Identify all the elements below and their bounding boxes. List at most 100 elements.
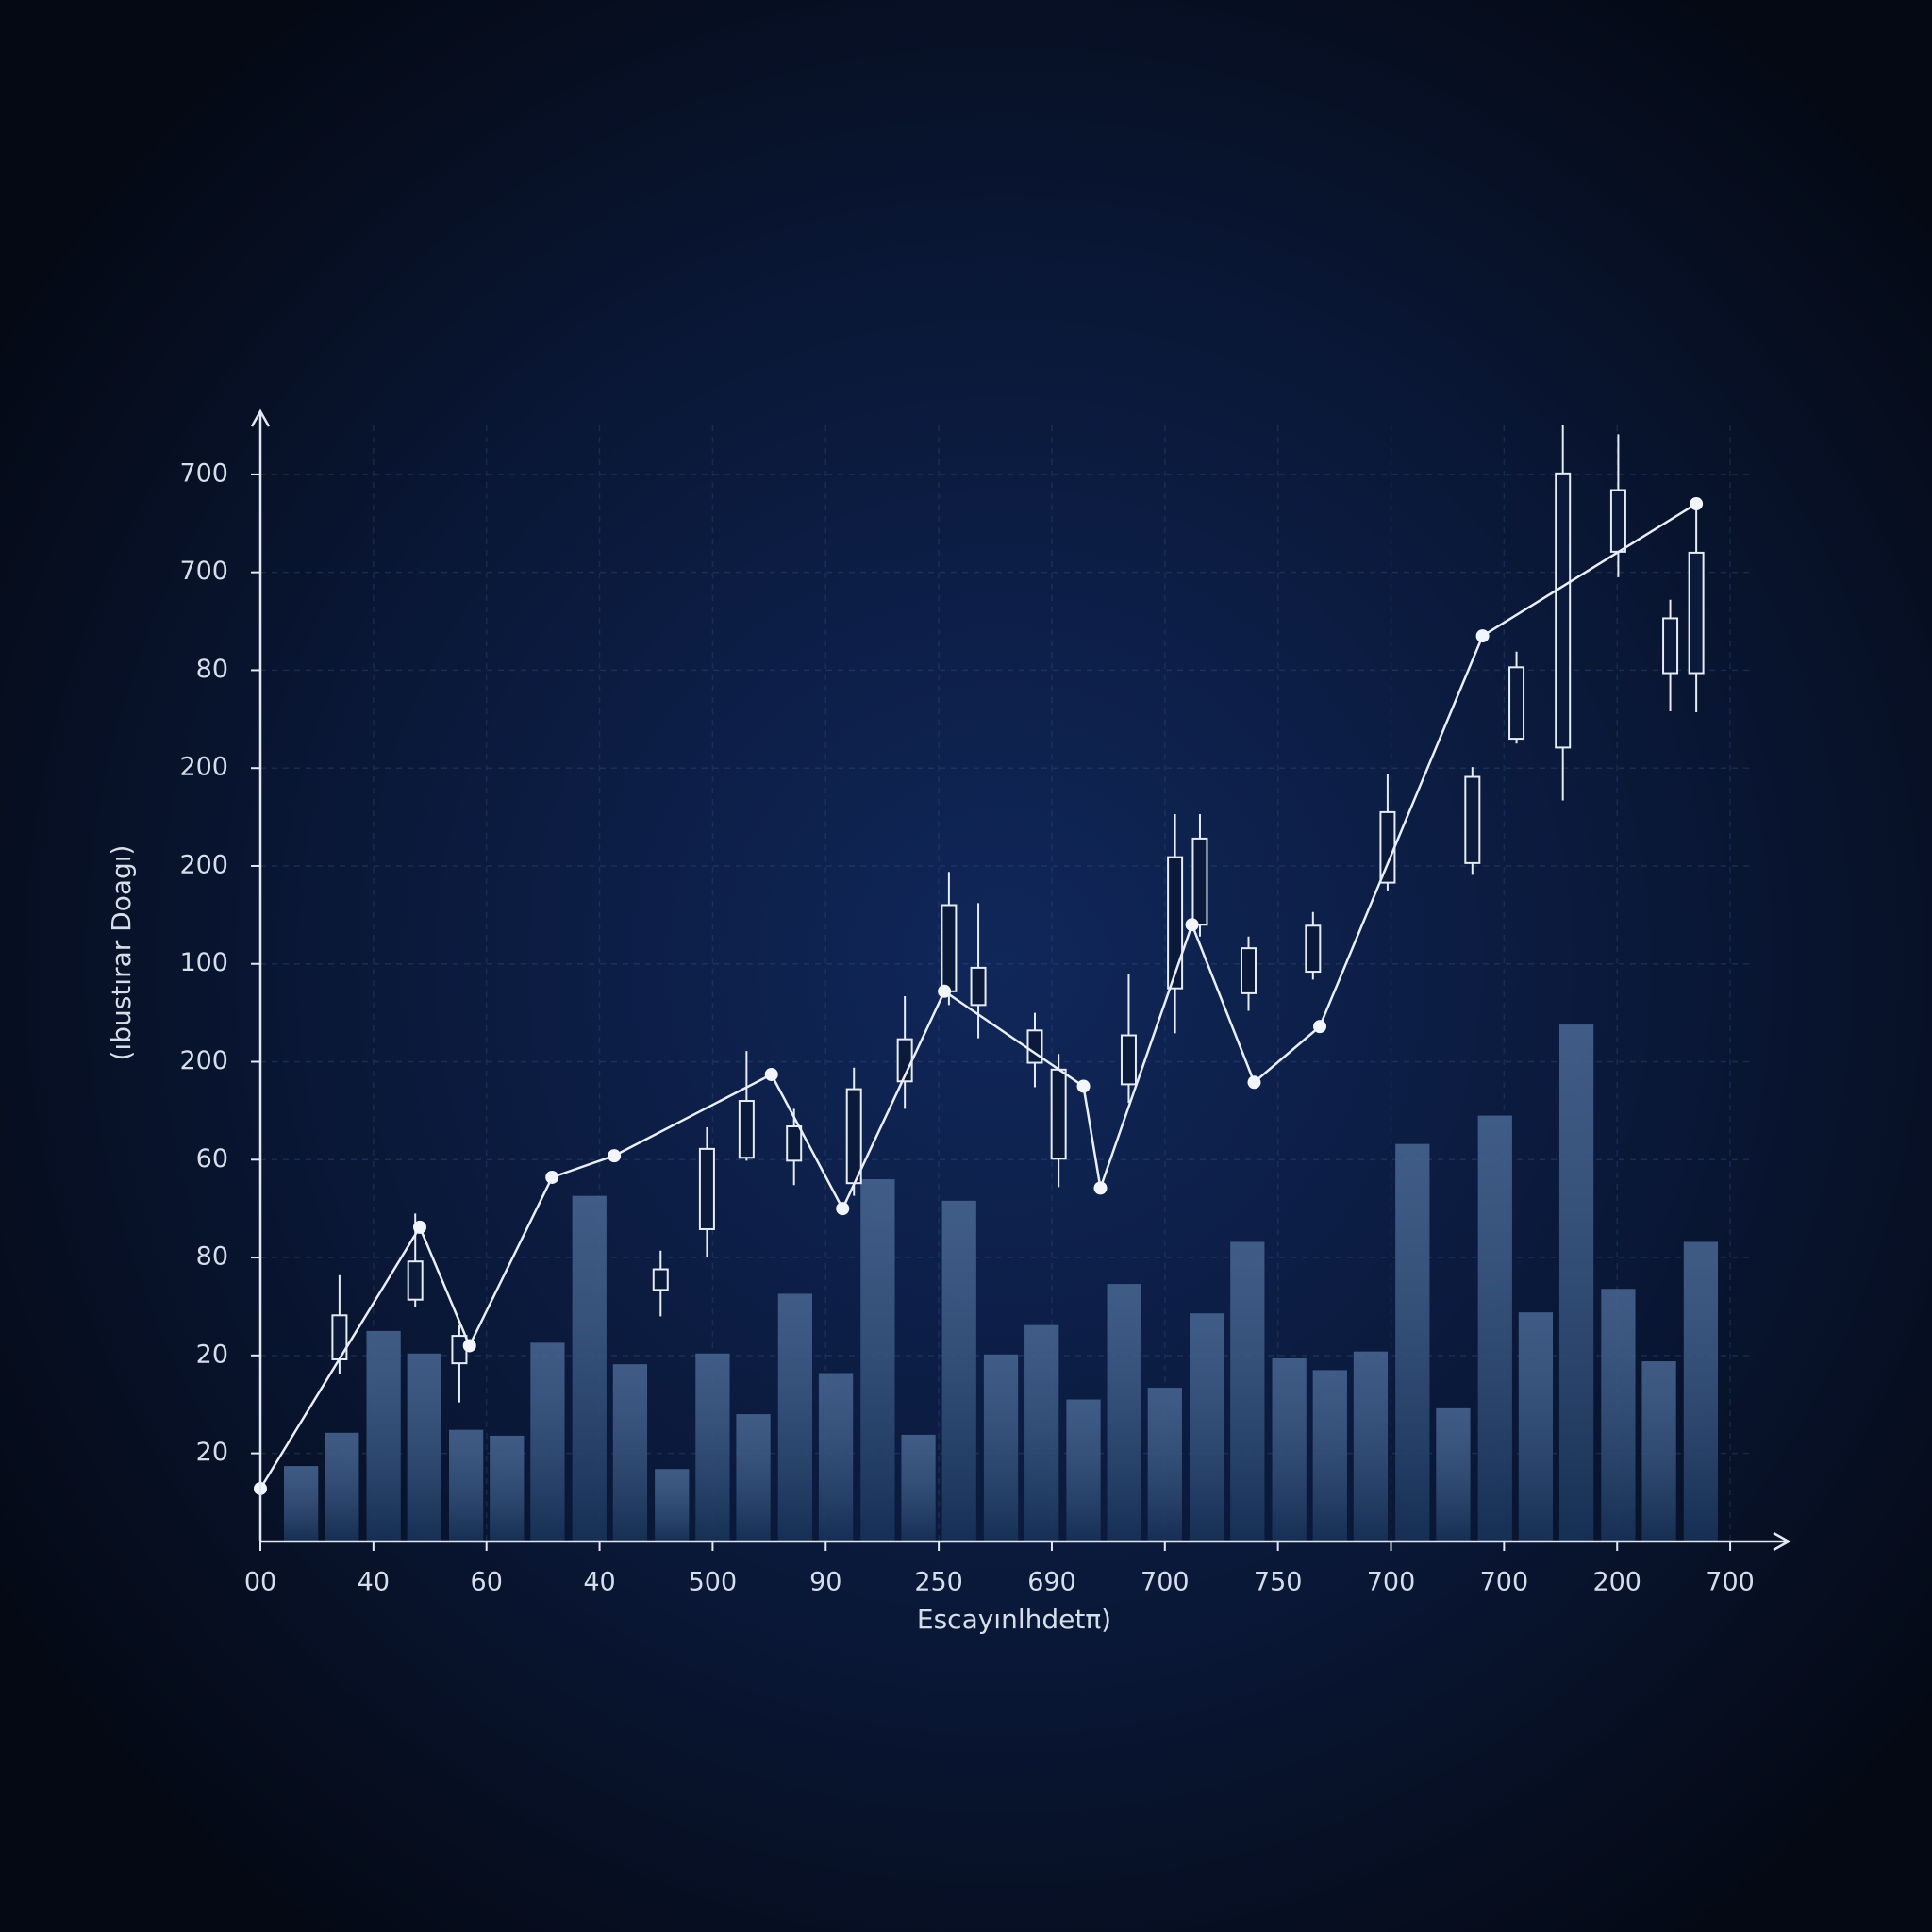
line-point	[608, 1149, 622, 1163]
bar-shade	[612, 1364, 648, 1541]
line-point	[1313, 1020, 1327, 1034]
line-point	[1076, 1079, 1091, 1093]
y-tick-label: 200	[179, 753, 228, 782]
x-axis-arrow	[1773, 1531, 1791, 1552]
line-point	[1475, 629, 1490, 643]
bar-group	[612, 1364, 648, 1541]
bar-group	[1024, 1324, 1059, 1541]
bar-shade	[490, 1435, 525, 1541]
bar-group	[407, 1353, 441, 1541]
candle-body	[1167, 856, 1184, 990]
candle-body	[1379, 810, 1396, 884]
bar-group	[818, 1373, 854, 1541]
bar-group	[941, 1200, 976, 1541]
bar-group	[1147, 1388, 1182, 1541]
bar-group	[655, 1469, 690, 1541]
bar-shade	[860, 1179, 895, 1541]
plot	[254, 425, 1719, 1541]
bar-shade	[1147, 1388, 1182, 1541]
bar-group	[777, 1293, 813, 1541]
bar-group	[1272, 1357, 1307, 1541]
y-tick-label: 700	[179, 557, 228, 586]
x-tick-label: 690	[1027, 1568, 1076, 1597]
y-tick-label: 60	[196, 1144, 228, 1174]
bar-group	[284, 1466, 319, 1541]
bar-shade	[449, 1429, 484, 1541]
x-tick-label: 40	[583, 1568, 615, 1597]
x-tick-label: 00	[244, 1568, 276, 1597]
bar-group	[1353, 1351, 1389, 1541]
x-tick-label: 750	[1254, 1568, 1303, 1597]
candle-body	[1464, 775, 1481, 864]
bar-group	[1641, 1361, 1676, 1541]
bar-shade	[1558, 1024, 1594, 1541]
bar-group	[1066, 1399, 1101, 1541]
axes: 20 20 80 60 200 100 200 200 80 700 700 00 40 60 40 500 9…	[179, 408, 1791, 1597]
candle-body	[1191, 837, 1208, 926]
bar-shade	[1190, 1313, 1224, 1541]
bar-shade	[407, 1353, 441, 1541]
candle-body	[1050, 1068, 1067, 1160]
bar-shade	[818, 1373, 854, 1541]
x-tick-label: 250	[914, 1568, 963, 1597]
bar-shade	[695, 1353, 730, 1541]
bar-group	[695, 1353, 730, 1541]
bar-shade	[983, 1354, 1019, 1541]
bar-group	[1683, 1241, 1719, 1541]
bar-group	[901, 1434, 936, 1541]
candle-body	[652, 1268, 669, 1291]
bar-group	[860, 1179, 895, 1541]
bar-group	[1395, 1143, 1430, 1541]
y-tick-label: 80	[196, 655, 228, 684]
bar-shade	[1683, 1241, 1719, 1541]
bar-group	[1107, 1284, 1141, 1541]
bar-shade	[736, 1414, 771, 1541]
bar-group	[1601, 1289, 1636, 1541]
candle-body	[786, 1125, 803, 1162]
candle-body	[1609, 489, 1626, 553]
line-point	[412, 1220, 426, 1234]
x-tick-label: 90	[809, 1568, 841, 1597]
x-tick-label: 200	[1592, 1568, 1641, 1597]
candle-body	[970, 966, 987, 1007]
bar-shade	[1107, 1284, 1141, 1541]
bar-shade	[1272, 1357, 1307, 1541]
bar-group	[572, 1195, 607, 1541]
candle-body	[845, 1088, 862, 1185]
candle-body	[1688, 551, 1705, 675]
x-tick-label: 700	[1367, 1568, 1416, 1597]
line-point	[545, 1170, 559, 1184]
bar-group	[490, 1435, 525, 1541]
bar-group	[1312, 1370, 1347, 1541]
bar-group	[1230, 1241, 1265, 1541]
line-point	[764, 1068, 778, 1082]
line-point	[462, 1339, 476, 1353]
y-tick-label: 700	[179, 458, 228, 488]
x-tick-label: 40	[358, 1568, 390, 1597]
candle-body	[1026, 1029, 1043, 1064]
bar-shade	[1024, 1324, 1059, 1541]
candle-body	[941, 904, 958, 992]
bar-shade	[325, 1432, 359, 1541]
x-tick-label: 700	[1706, 1568, 1755, 1597]
bar-shade	[777, 1293, 813, 1541]
bar-shade	[366, 1330, 401, 1541]
candle-body	[1120, 1034, 1137, 1086]
bar-group	[983, 1354, 1019, 1541]
bar-shade	[1601, 1289, 1636, 1541]
bar-shade	[1353, 1351, 1389, 1541]
bar-group	[530, 1342, 565, 1541]
y-axis-arrow	[250, 408, 271, 427]
candle-body	[1305, 924, 1322, 974]
x-tick-label: 700	[1141, 1568, 1190, 1597]
line-point	[1185, 918, 1199, 932]
candle-body	[738, 1100, 755, 1159]
x-tick-label: 60	[471, 1568, 503, 1597]
bar-group	[1436, 1407, 1471, 1541]
y-tick-label: 200	[179, 850, 228, 879]
y-tick-label: 20	[196, 1340, 228, 1369]
bar-shade	[1230, 1241, 1265, 1541]
bar-group	[366, 1330, 401, 1541]
